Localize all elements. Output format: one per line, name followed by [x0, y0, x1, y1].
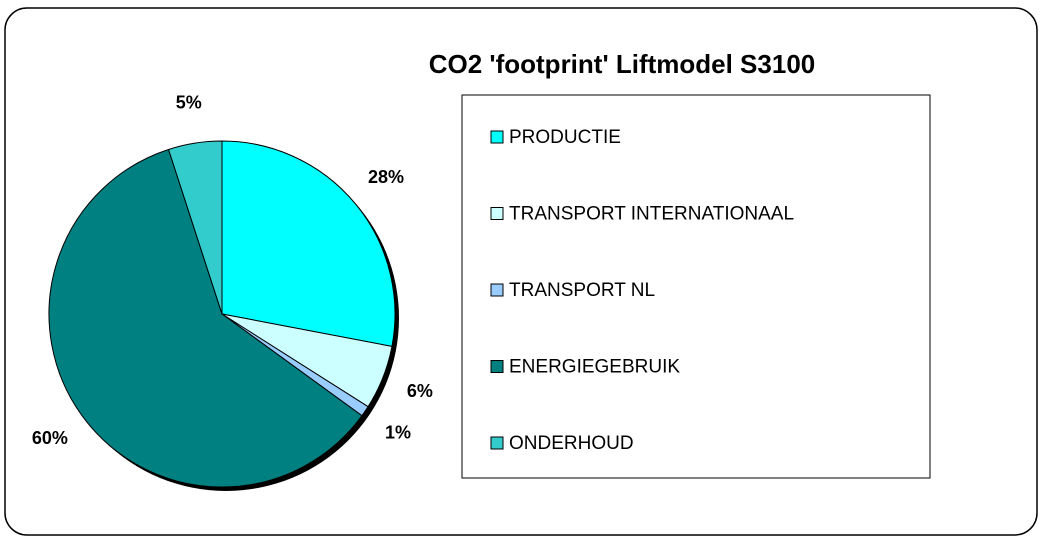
- pie-slice: [48, 148, 363, 488]
- data-label: 6%: [407, 381, 433, 401]
- legend-swatch: [490, 283, 504, 297]
- pie-slice: [221, 140, 396, 348]
- legend-label: ENERGIEGEBRUIK: [509, 357, 680, 378]
- chart-title: CO2 'footprint' Liftmodel S3100: [429, 49, 816, 79]
- legend-swatch: [490, 207, 504, 220]
- legend-swatch: [490, 360, 504, 373]
- legend-label: TRANSPORT NL: [509, 280, 655, 301]
- data-label: 60%: [32, 428, 68, 448]
- data-label: 1%: [385, 422, 411, 442]
- legend-swatch: [490, 436, 504, 450]
- legend-swatch: [490, 130, 504, 144]
- legend-label: PRODUCTIE: [509, 127, 621, 148]
- pie-slice: [167, 140, 223, 315]
- data-label: 5%: [176, 93, 202, 113]
- data-label: 28%: [368, 167, 404, 187]
- legend-box: [461, 94, 931, 479]
- legend-label: TRANSPORT INTERNATIONAAL: [509, 204, 794, 225]
- legend-label: ONDERHOUD: [509, 433, 634, 454]
